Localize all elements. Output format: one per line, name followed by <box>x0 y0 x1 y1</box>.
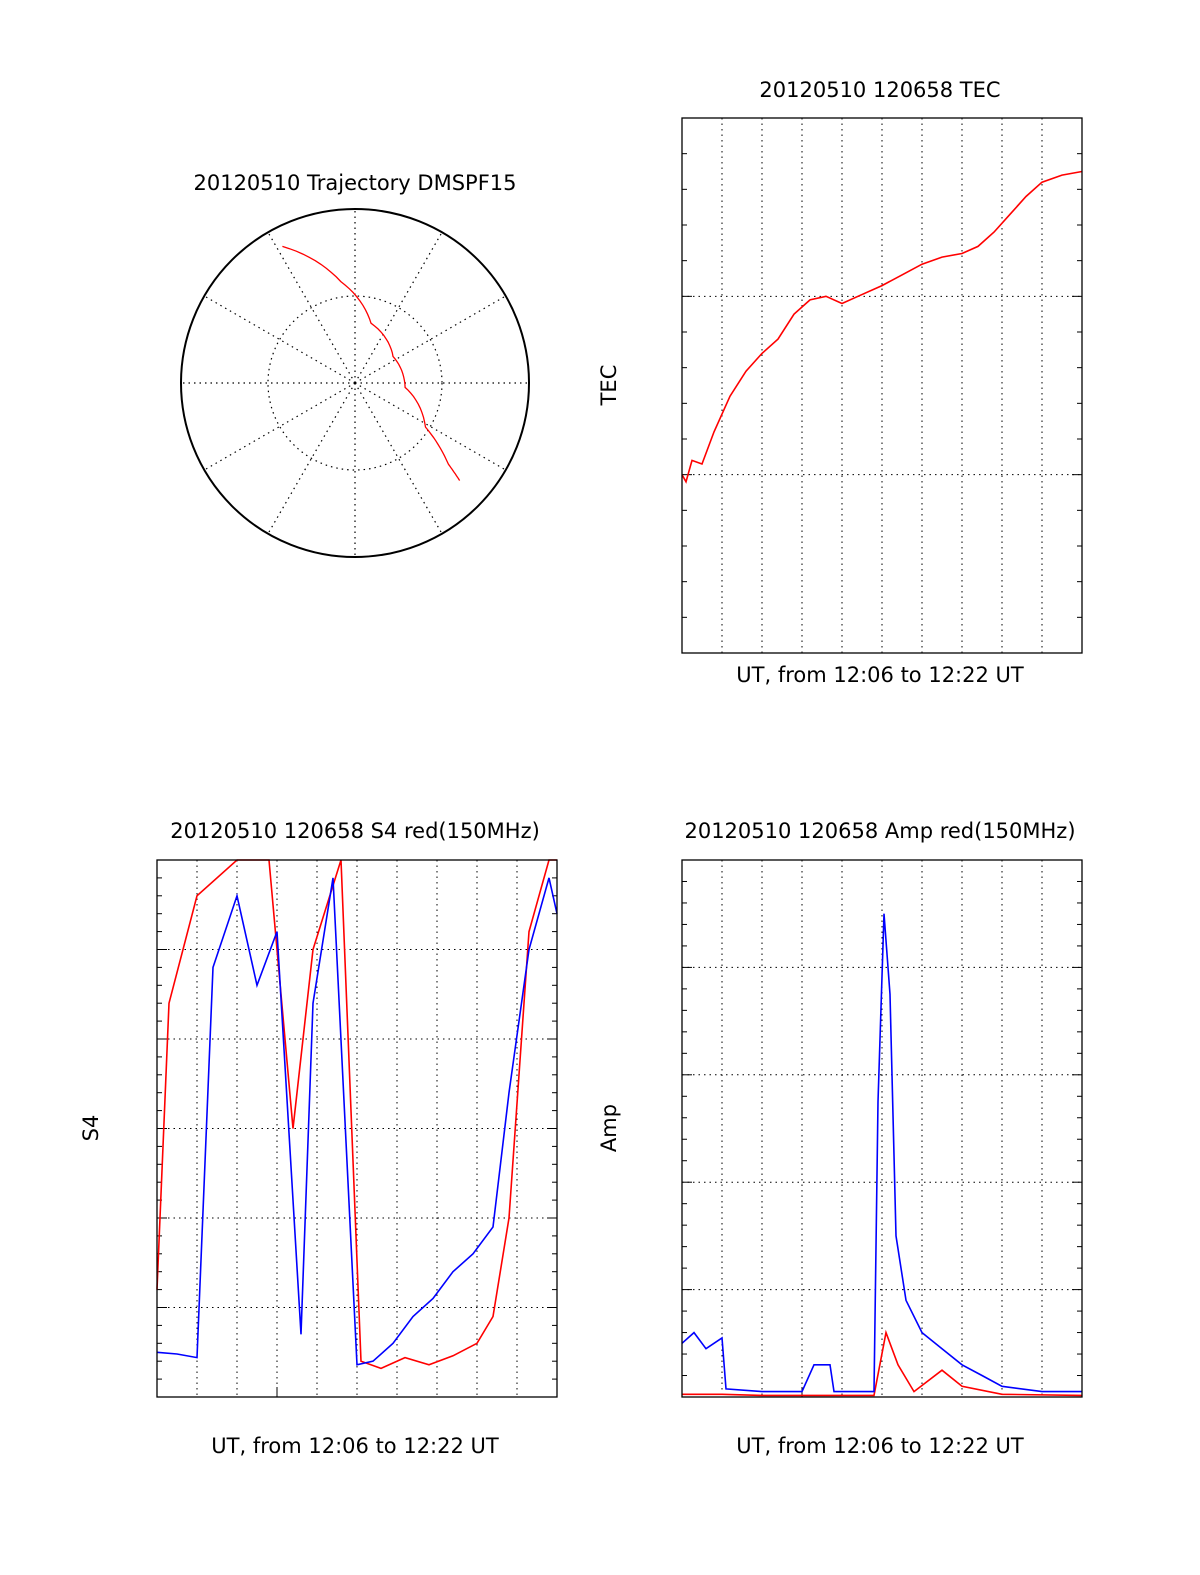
trajectory-polar-chart: 20120510 Trajectory DMSPF15 <box>180 171 530 558</box>
polar-grid-spoke <box>354 382 506 471</box>
s4-chart: 20120510 120658 S4 red(150MHz) UT, from … <box>79 819 558 1458</box>
plot-area <box>156 859 558 1398</box>
chart-title: 20120510 120658 S4 red(150MHz) <box>170 819 540 843</box>
polar-outer-circle <box>180 208 530 558</box>
series-line-blue <box>681 913 1082 1393</box>
y-axis-label: TEC <box>597 365 621 407</box>
polar-grid-spoke <box>204 295 356 384</box>
polar-grid-spoke <box>204 382 356 471</box>
chart-title: 20120510 120658 TEC <box>759 78 1000 102</box>
chart-title: 20120510 Trajectory DMSPF15 <box>193 171 516 195</box>
polar-grid-spoke <box>354 382 443 534</box>
y-axis-label: Amp <box>597 1104 621 1152</box>
chart-title: 20120510 120658 Amp red(150MHz) <box>684 819 1075 843</box>
plot-frame <box>156 859 558 1398</box>
polar-grid <box>181 209 529 557</box>
x-axis-label: UT, from 12:06 to 12:22 UT <box>211 1434 499 1458</box>
y-axis-label: S4 <box>79 1115 103 1142</box>
amp-chart: 20120510 120658 Amp red(150MHz) UT, from… <box>597 819 1083 1458</box>
polar-grid-circle <box>267 295 443 471</box>
polar-grid-spoke <box>354 295 506 384</box>
plot-frame <box>681 859 1083 1398</box>
polar-grid-spoke <box>267 232 356 384</box>
polar-grid-spoke <box>354 232 443 384</box>
plot-area <box>681 859 1083 1398</box>
satellite-track-line <box>282 245 461 481</box>
polar-grid-spoke <box>267 382 356 534</box>
plot-frame <box>681 117 1083 654</box>
x-axis-label: UT, from 12:06 to 12:22 UT <box>736 1434 1024 1458</box>
series-line-blue <box>156 877 558 1366</box>
series-line-red <box>681 170 1083 484</box>
tec-chart: 20120510 120658 TEC UT, from 12:06 to 12… <box>597 78 1083 687</box>
plot-area <box>681 117 1083 654</box>
series-line-red <box>682 1329 1083 1397</box>
x-axis-label: UT, from 12:06 to 12:22 UT <box>736 663 1024 687</box>
